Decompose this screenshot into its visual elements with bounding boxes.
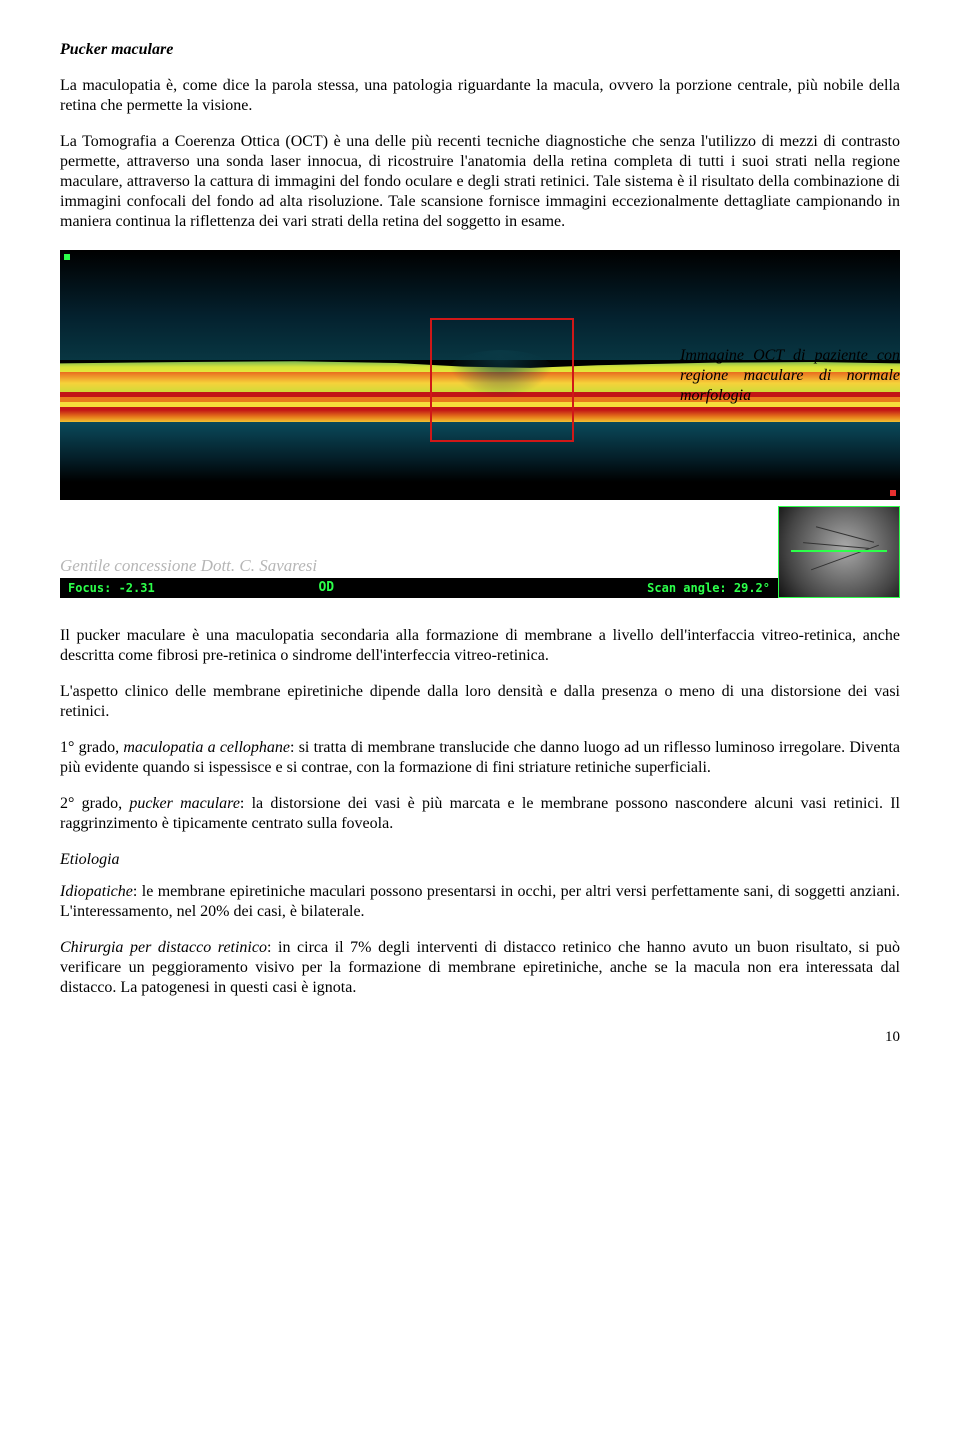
paragraph-pucker-def: Il pucker maculare è una maculopatia sec… [60,626,900,666]
fundus-scanline [791,550,887,552]
etiology-heading: Etiologia [60,850,900,870]
scan-angle-label: Scan angle: 29.2° [647,581,770,596]
idiopathic-term: Idiopatiche [60,883,133,900]
page-number: 10 [60,1028,900,1047]
focus-label: Focus: -2.31 [68,581,155,596]
roi-rectangle [430,318,574,442]
grade2-term: pucker maculare [129,795,240,812]
paragraph-grade2: 2° grado, pucker maculare: la distorsion… [60,794,900,834]
surgery-term: Chirurgia per distacco retinico [60,939,267,956]
fundus-vessel [803,542,869,549]
section-title: Pucker maculare [60,40,900,60]
paragraph-clinical-aspect: L'aspetto clinico delle membrane epireti… [60,682,900,722]
oct-figure-block: Immagine OCT di paziente con regione mac… [60,250,900,598]
paragraph-idiopathic: Idiopatiche: le membrane epiretiniche ma… [60,882,900,922]
grade2-lead: 2° grado, [60,795,129,812]
grade1-lead: 1° grado, [60,739,123,756]
paragraph-surgery: Chirurgia per distacco retinico: in circ… [60,938,900,998]
figure-caption: Immagine OCT di paziente con regione mac… [680,346,900,406]
fundus-vessel [816,526,874,542]
idiopathic-rest: : le membrane epiretiniche maculari poss… [60,883,900,920]
paragraph-oct-desc: La Tomografia a Coerenza Ottica (OCT) è … [60,132,900,232]
figure-credit: Gentile concessione Dott. C. Savaresi [60,555,778,576]
grade1-term: maculopatia a cellophane [123,739,290,756]
marker-bottom-right [890,490,896,496]
paragraph-grade1: 1° grado, maculopatia a cellophane: si t… [60,738,900,778]
od-label: OD [318,580,334,596]
marker-top-left [64,254,70,260]
fundus-thumbnail [778,506,900,598]
oct-footer-bar: Focus: -2.31 OD Scan angle: 29.2° [60,578,778,598]
paragraph-intro: La maculopatia è, come dice la parola st… [60,76,900,116]
